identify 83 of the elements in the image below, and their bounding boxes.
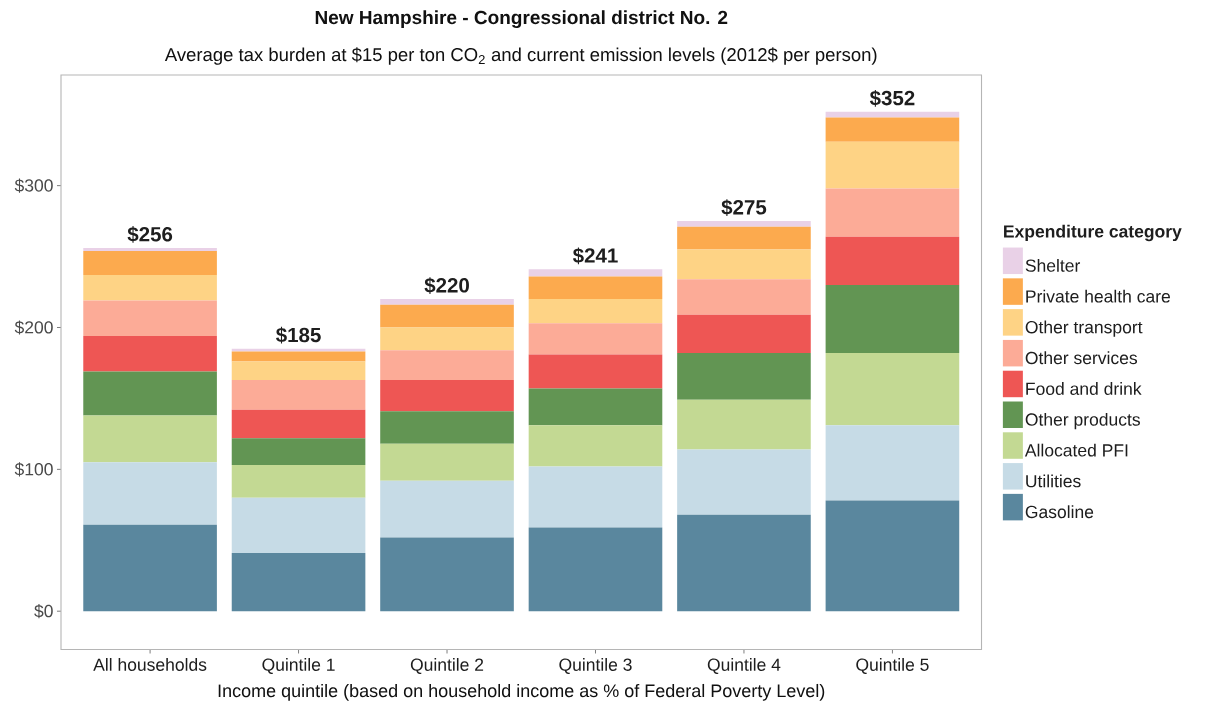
- bar: [528, 276, 663, 300]
- bar: [677, 514, 811, 612]
- chart-subtitle: Average tax burden at $15 per ton CO$_{2}$ and current emission levels (2012$ per person): [164, 47, 877, 65]
- bar: [825, 111, 960, 118]
- total-label: $256: [127, 226, 173, 243]
- bar: [825, 236, 960, 285]
- bar: [528, 354, 663, 389]
- bar: [528, 527, 663, 612]
- bar: [528, 466, 663, 528]
- x-tick-label: Quintile 4: [707, 658, 781, 675]
- bar: [231, 409, 366, 439]
- bar: [825, 284, 960, 354]
- bar: [231, 351, 366, 362]
- bar: [380, 327, 514, 351]
- total-label: $220: [424, 277, 469, 294]
- bar: [231, 497, 366, 554]
- bar: [380, 299, 514, 305]
- bar: [677, 226, 811, 250]
- bar: [677, 353, 811, 400]
- legend-label: Allocated PFI: [1024, 443, 1128, 457]
- y-tick-label: $300: [14, 178, 53, 193]
- bar: [231, 348, 366, 352]
- bar: [825, 353, 960, 426]
- bar: [83, 300, 217, 336]
- bar: [528, 269, 663, 277]
- bar: [825, 188, 960, 237]
- total-label: $241: [572, 247, 618, 265]
- total-label: $275: [721, 199, 767, 216]
- x-tick-label: Quintile 2: [410, 658, 484, 675]
- bar: [528, 299, 663, 324]
- y-tick-label: $0: [34, 604, 53, 619]
- bar: [825, 117, 960, 142]
- legend-label: Other transport: [1025, 320, 1143, 337]
- x-tick-label: All households: [93, 658, 207, 671]
- bar: [677, 314, 811, 354]
- bar: [231, 553, 366, 612]
- legend-label: Other services: [1025, 351, 1138, 365]
- x-tick-label: Quintile 3: [559, 658, 632, 675]
- chart-title: New Hampshire - Congressional district No. 2: [315, 10, 728, 29]
- legend-label: Utilities: [1026, 474, 1081, 488]
- bar: [380, 304, 514, 328]
- x-tick-label: Quintile 1: [262, 658, 335, 675]
- bar: [231, 438, 366, 466]
- bar: [528, 323, 663, 355]
- bar: [231, 361, 366, 380]
- total-label: $185: [276, 326, 321, 344]
- bar: [380, 411, 514, 444]
- bar: [83, 462, 217, 525]
- bar: [231, 379, 366, 410]
- bar: [677, 279, 811, 315]
- bar: [677, 221, 811, 227]
- bar: [83, 415, 217, 463]
- x-axis-title: Income quintile (based on household income as % of Federal Poverty Level): [218, 683, 825, 701]
- bar: [380, 537, 514, 612]
- bar: [83, 371, 217, 416]
- bar: [83, 275, 217, 301]
- y-tick-label: $200: [14, 320, 53, 335]
- y-tick-label: $100: [14, 462, 53, 477]
- bar: [528, 425, 663, 467]
- bar: [380, 350, 514, 380]
- bar: [528, 388, 663, 426]
- bar: [231, 465, 366, 498]
- x-tick-label: Quintile 5: [856, 658, 929, 675]
- legend-label: Private health care: [1026, 289, 1170, 303]
- total-label: $352: [869, 89, 915, 107]
- bar: [825, 425, 960, 501]
- bar: [83, 248, 217, 251]
- legend-label: Gasoline: [1025, 505, 1094, 519]
- bar: [83, 250, 217, 276]
- legend-label: Food and drink: [1026, 382, 1142, 395]
- bar: [380, 379, 514, 412]
- bar: [677, 399, 811, 450]
- legend-label: Shelter: [1025, 258, 1081, 272]
- bar: [83, 524, 217, 612]
- bar: [825, 500, 960, 612]
- legend-title: Expenditure category: [1004, 224, 1182, 242]
- legend-label: Other products: [1025, 412, 1140, 430]
- bar: [380, 480, 514, 538]
- bar: [380, 443, 514, 481]
- bar: [677, 249, 811, 280]
- bar: [83, 336, 217, 372]
- bar: [677, 449, 811, 515]
- bar: [825, 141, 960, 189]
